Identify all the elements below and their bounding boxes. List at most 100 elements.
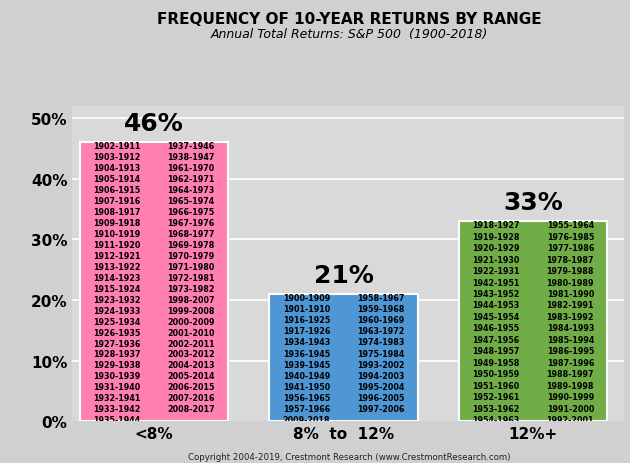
Text: 1953-1962: 1953-1962	[472, 404, 520, 413]
Text: 46%: 46%	[124, 112, 184, 136]
Text: 1989-1998: 1989-1998	[547, 381, 594, 390]
Text: 1996-2005: 1996-2005	[357, 393, 404, 402]
Text: 1920-1929: 1920-1929	[472, 244, 520, 252]
Text: 1987-1996: 1987-1996	[547, 358, 594, 367]
Text: FREQUENCY OF 10-YEAR RETURNS BY RANGE: FREQUENCY OF 10-YEAR RETURNS BY RANGE	[158, 12, 542, 26]
Text: 1967-1976: 1967-1976	[167, 219, 214, 227]
Text: 1974-1983: 1974-1983	[357, 338, 404, 347]
Text: 1932-1941: 1932-1941	[93, 394, 140, 402]
Text: 1997-2006: 1997-2006	[357, 404, 404, 413]
Text: 1969-1978: 1969-1978	[167, 240, 215, 250]
Text: 1947-1956: 1947-1956	[472, 335, 520, 344]
Text: 1980-1989: 1980-1989	[547, 278, 594, 287]
Text: 1991-2000: 1991-2000	[547, 404, 594, 413]
Text: 1944-1953: 1944-1953	[472, 301, 520, 310]
Text: 1912-1921: 1912-1921	[93, 251, 140, 260]
Text: 1954-1963: 1954-1963	[472, 415, 520, 424]
Text: 1934-1943: 1934-1943	[283, 338, 330, 347]
Text: 1916-1925: 1916-1925	[283, 315, 330, 325]
Text: 1971-1980: 1971-1980	[167, 262, 215, 271]
Text: 1966-1975: 1966-1975	[167, 207, 214, 217]
Text: 2004-2013: 2004-2013	[167, 361, 215, 369]
Text: 1964-1973: 1964-1973	[167, 186, 214, 194]
Text: 1928-1937: 1928-1937	[93, 350, 140, 359]
Text: 1952-1961: 1952-1961	[472, 393, 520, 401]
Text: 1976-1985: 1976-1985	[547, 232, 594, 241]
Text: 1930-1939: 1930-1939	[93, 372, 140, 381]
Text: 1957-1966: 1957-1966	[283, 404, 330, 413]
Bar	[459, 221, 607, 421]
Text: 1938-1947: 1938-1947	[167, 153, 215, 162]
Text: 1937-1946: 1937-1946	[167, 142, 214, 151]
Text: 1902-1911: 1902-1911	[93, 142, 140, 151]
Text: 1977-1986: 1977-1986	[547, 244, 594, 252]
Text: 1922-1931: 1922-1931	[472, 267, 520, 275]
Text: 1913-1922: 1913-1922	[93, 262, 140, 271]
Text: 1985-1994: 1985-1994	[547, 335, 594, 344]
Text: 1965-1974: 1965-1974	[167, 197, 214, 206]
Text: 1995-2004: 1995-2004	[357, 382, 404, 391]
Text: 1984-1993: 1984-1993	[547, 324, 594, 333]
Text: 1978-1987: 1978-1987	[547, 255, 594, 264]
Text: 2002-2011: 2002-2011	[167, 339, 215, 348]
Text: 1982-1991: 1982-1991	[547, 301, 594, 310]
Bar	[270, 294, 418, 421]
Text: 1921-1930: 1921-1930	[472, 255, 520, 264]
Text: 1992-2001: 1992-2001	[547, 415, 594, 424]
Text: 1927-1936: 1927-1936	[93, 339, 140, 348]
Text: 1945-1954: 1945-1954	[472, 312, 520, 321]
Text: 2009-2018: 2009-2018	[283, 415, 330, 424]
Text: 1923-1932: 1923-1932	[93, 295, 140, 304]
Text: 33%: 33%	[503, 190, 563, 214]
Text: 1961-1970: 1961-1970	[167, 164, 214, 173]
Text: 2000-2009: 2000-2009	[167, 317, 215, 326]
Text: 1911-1920: 1911-1920	[93, 240, 140, 250]
Text: 1949-1958: 1949-1958	[472, 358, 520, 367]
Text: 1904-1913: 1904-1913	[93, 164, 140, 173]
Text: 1908-1917: 1908-1917	[93, 207, 140, 217]
Text: 1933-1942: 1933-1942	[93, 404, 140, 413]
Text: 1963-1972: 1963-1972	[357, 326, 404, 336]
Text: 1929-1938: 1929-1938	[93, 361, 140, 369]
Text: 1994-2003: 1994-2003	[357, 371, 404, 380]
Text: 1918-1927: 1918-1927	[472, 221, 520, 230]
Text: 1950-1959: 1950-1959	[472, 369, 520, 379]
Text: 2008-2017: 2008-2017	[167, 404, 215, 413]
Text: 21%: 21%	[314, 263, 374, 287]
Text: 1936-1945: 1936-1945	[283, 349, 330, 358]
Text: 1990-1999: 1990-1999	[547, 393, 594, 401]
Text: 1926-1935: 1926-1935	[93, 328, 140, 337]
Text: 1972-1981: 1972-1981	[167, 273, 215, 282]
Text: 2003-2012: 2003-2012	[167, 350, 215, 359]
Text: 2001-2010: 2001-2010	[167, 328, 215, 337]
Text: 1939-1945: 1939-1945	[283, 360, 330, 369]
Text: 1905-1914: 1905-1914	[93, 175, 140, 184]
Text: 1935-1944: 1935-1944	[93, 415, 140, 424]
Text: 1914-1923: 1914-1923	[93, 273, 140, 282]
Text: 1962-1971: 1962-1971	[167, 175, 215, 184]
Text: 1907-1916: 1907-1916	[93, 197, 140, 206]
Text: 1968-1977: 1968-1977	[167, 230, 215, 238]
Text: 1925-1934: 1925-1934	[93, 317, 140, 326]
Text: 1903-1912: 1903-1912	[93, 153, 140, 162]
Text: 1960-1969: 1960-1969	[357, 315, 404, 325]
Text: 1931-1940: 1931-1940	[93, 382, 140, 392]
Text: 2006-2015: 2006-2015	[167, 382, 215, 392]
Text: 1981-1990: 1981-1990	[547, 289, 594, 298]
Text: 1958-1967: 1958-1967	[357, 294, 404, 302]
Text: 1970-1979: 1970-1979	[167, 251, 214, 260]
Text: 1998-2007: 1998-2007	[167, 295, 215, 304]
Bar	[79, 143, 228, 421]
Text: 1909-1918: 1909-1918	[93, 219, 140, 227]
Text: 1910-1919: 1910-1919	[93, 230, 140, 238]
Text: 1948-1957: 1948-1957	[472, 347, 520, 356]
Text: 1973-1982: 1973-1982	[167, 284, 215, 293]
Text: Annual Total Returns: S&P 500  (1900-2018): Annual Total Returns: S&P 500 (1900-2018…	[211, 28, 488, 41]
Text: 1988-1997: 1988-1997	[547, 369, 594, 379]
Text: 1946-1955: 1946-1955	[472, 324, 520, 333]
Text: 1983-1992: 1983-1992	[547, 312, 594, 321]
Text: 1941-1950: 1941-1950	[283, 382, 330, 391]
Text: 1915-1924: 1915-1924	[93, 284, 140, 293]
Text: 1942-1951: 1942-1951	[472, 278, 520, 287]
Text: 1999-2008: 1999-2008	[167, 306, 215, 315]
